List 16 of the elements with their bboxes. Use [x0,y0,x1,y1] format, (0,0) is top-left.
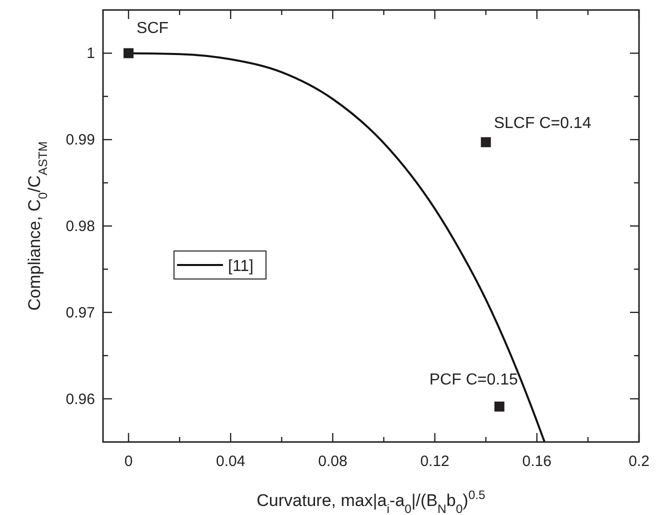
x-tick-label: 0.04 [216,453,246,470]
x-tick-label: 0.12 [420,453,450,470]
x-tick-label: 0.08 [318,453,348,470]
legend-label: [11] [228,258,254,275]
annotation: SCF [136,20,169,38]
y-tick-label: 0.99 [66,132,95,149]
y-tick-label: 0.98 [66,218,95,235]
x-tick-label: 0 [124,453,133,470]
annotation: SLCF C=0.14 [494,115,592,132]
x-tick-label: 0.16 [522,453,552,470]
text: Curvature, max|a$_{i}$-a$_{0}$|/(B$_{N}$b$_{0}$)$^{0.5}$ [256,488,486,515]
y-tick-label: 0.97 [66,304,95,322]
y-tick-label: 1 [86,45,95,62]
y-tick-label: 0.96 [66,390,95,408]
x-tick-label: 0.2 [628,453,650,470]
annotation: PCF C=0.15 [429,372,518,389]
